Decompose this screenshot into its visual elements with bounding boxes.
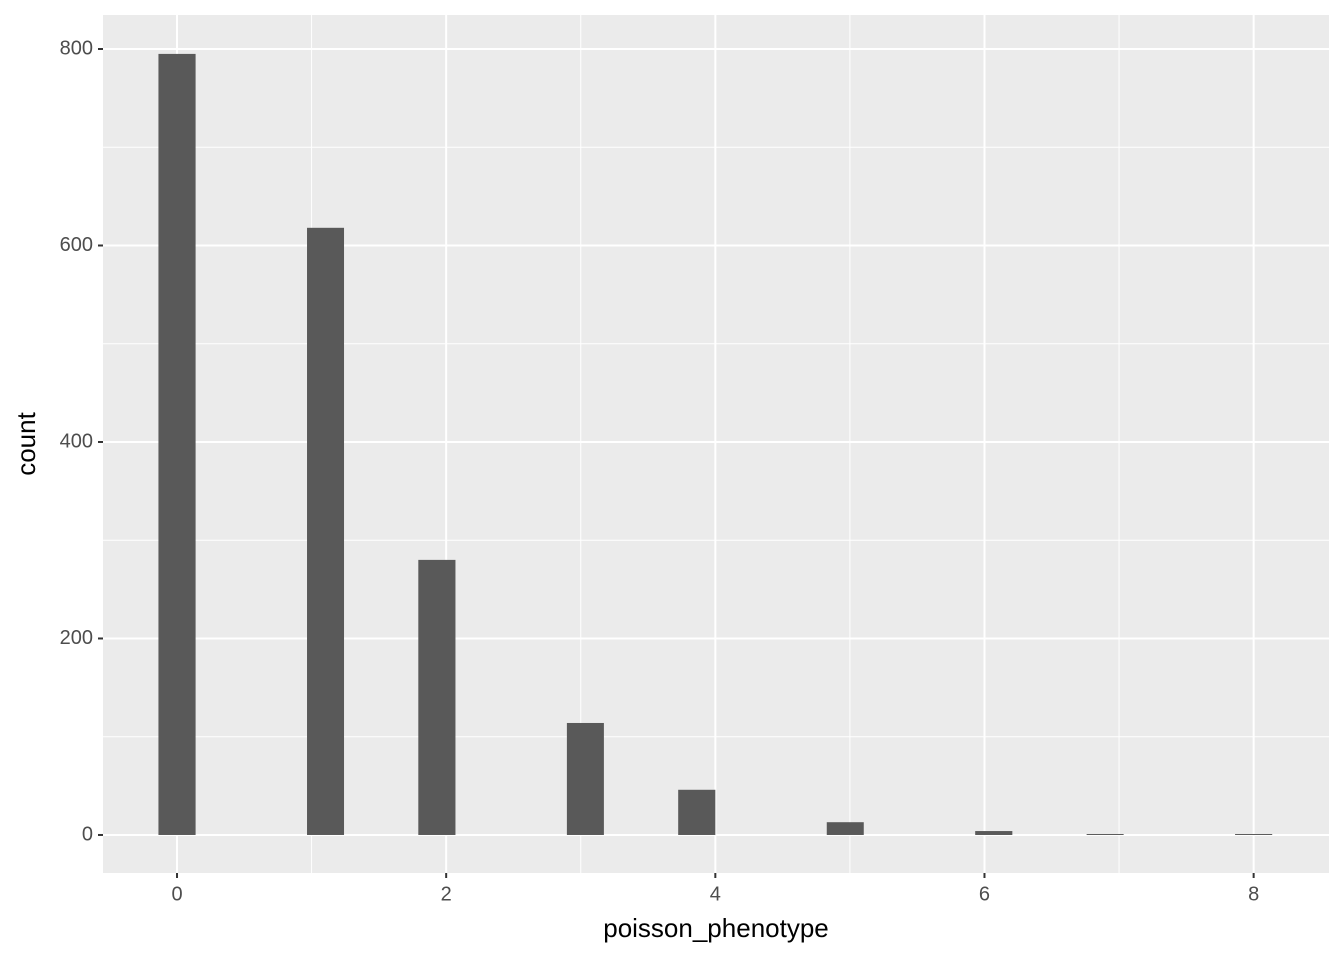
bar [158,53,196,835]
bar [566,722,604,835]
y-tick-label: 200 [60,627,93,649]
bars [158,53,1273,835]
bar [418,559,456,835]
y-tick-label: 800 [60,37,93,59]
y-axis-title: count [11,411,41,475]
bar [975,831,1013,835]
x-tick-label: 2 [441,883,452,905]
bar [1086,833,1124,835]
x-tick-label: 4 [710,883,721,905]
x-tick-label: 8 [1248,883,1259,905]
bar [826,822,864,835]
axes: 0 200 400 600 800 0 2 4 6 8 [60,37,1260,905]
bar [678,789,716,835]
y-tick-label: 600 [60,234,93,256]
y-tick-label: 400 [60,430,93,452]
bar [307,227,345,835]
x-axis-title: poisson_phenotype [603,913,829,943]
y-tick-label: 0 [82,823,93,845]
x-tick-label: 6 [979,883,990,905]
bar [1235,833,1273,835]
x-tick-label: 0 [171,883,182,905]
